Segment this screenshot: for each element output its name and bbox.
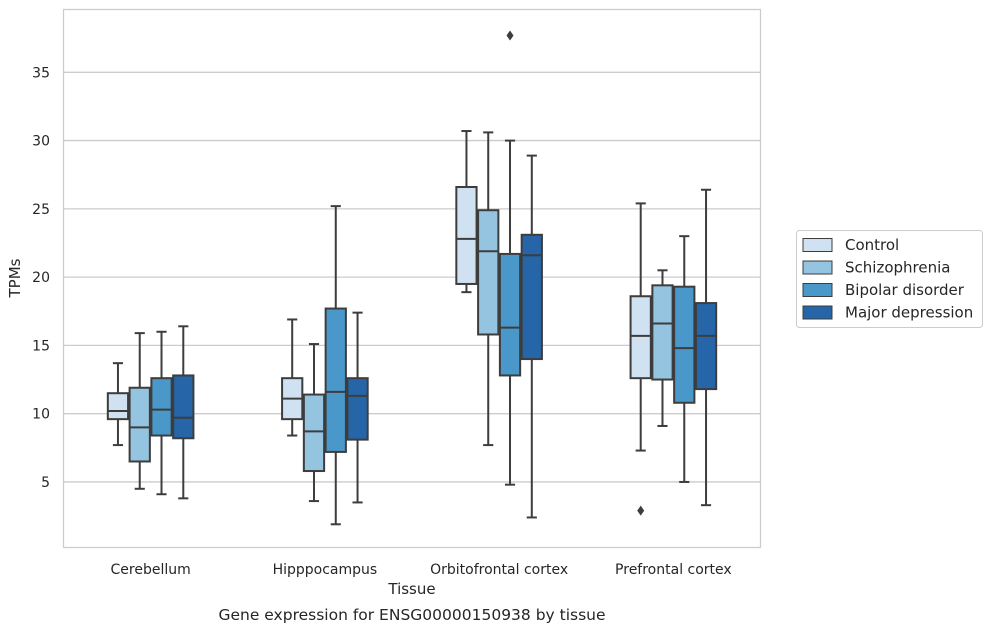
y-tick-label: 5 [41, 475, 50, 491]
box-iqr [324, 307, 347, 453]
box-iqr [694, 302, 718, 391]
box-iqr [651, 284, 674, 381]
box-group [477, 131, 500, 447]
x-tick-label: Hipppocampus [273, 562, 378, 578]
box-group [694, 188, 718, 507]
box-group [651, 269, 674, 427]
x-tick-label: Prefrontal cortex [615, 562, 732, 578]
box-group [302, 343, 326, 503]
y-tick-label: 30 [32, 134, 50, 150]
y-axis-title: TPMs [6, 258, 24, 298]
legend-swatch [802, 305, 833, 320]
plot-area [63, 9, 761, 548]
box-group [106, 362, 130, 447]
y-tick-label: 25 [32, 202, 50, 218]
box-iqr [455, 186, 478, 285]
legend-frame [796, 230, 983, 328]
legend-label: Major depression [845, 304, 973, 322]
box-group [455, 130, 478, 294]
boxes [106, 30, 718, 526]
legend-label: Schizophrenia [845, 259, 950, 277]
figure-caption: Gene expression for ENSG00000150938 by t… [218, 606, 606, 624]
x-tick-labels: Cerebellum Hipppocampus Orbitofrontal cort… [111, 562, 732, 578]
box-iqr [128, 386, 151, 463]
box-iqr [106, 392, 130, 421]
box-iqr [172, 374, 195, 440]
legend-swatch [802, 238, 833, 252]
legend-swatch [802, 260, 833, 275]
box-group [629, 202, 652, 516]
legend-label: Bipolar disorder [845, 281, 965, 299]
box-iqr [477, 209, 500, 336]
x-tick-label: Orbitofrontal cortex [430, 562, 568, 578]
box-group [673, 235, 696, 483]
x-axis-title: Tissue [387, 580, 435, 598]
y-tick-label: 20 [32, 270, 50, 286]
box-iqr [302, 393, 326, 473]
box-iqr [150, 377, 173, 437]
legend-label: Control [845, 236, 899, 254]
box-group [520, 154, 543, 519]
x-tick-label: Cerebellum [111, 562, 191, 578]
outlier-marker [637, 505, 645, 516]
box-group [498, 30, 522, 486]
box-iqr [346, 377, 369, 441]
plot-frame [62, 8, 762, 549]
y-tick-labels: 5 10 15 20 25 30 35 [32, 65, 50, 491]
box-iqr [673, 285, 696, 404]
box-group [128, 332, 151, 490]
y-tick-label: 15 [32, 338, 50, 354]
legend: Control Schizophrenia Bipolar disorder Majo… [796, 230, 983, 328]
y-tick-label: 10 [32, 407, 50, 423]
box-group [150, 330, 173, 496]
box-iqr [498, 252, 522, 377]
box-group [281, 318, 304, 437]
box-group [346, 311, 369, 504]
box-group [324, 205, 347, 526]
legend-swatch [802, 283, 833, 297]
outlier-marker [506, 30, 514, 41]
y-tick-label: 35 [32, 65, 50, 81]
box-iqr [629, 295, 652, 380]
box-group [172, 325, 195, 500]
box-iqr [520, 233, 543, 361]
